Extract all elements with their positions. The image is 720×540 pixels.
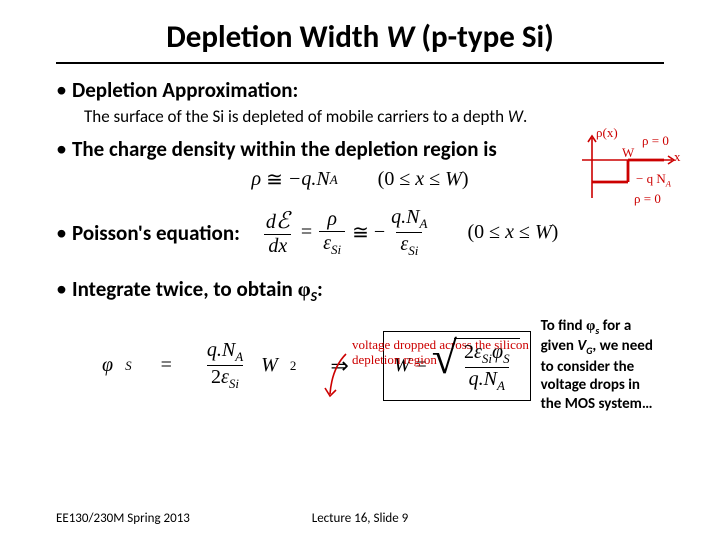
a3: A	[497, 378, 505, 393]
two1: 2	[211, 366, 221, 388]
bullet-dot: •	[56, 277, 72, 301]
qna3: q.N	[469, 368, 497, 390]
range-post: )	[462, 168, 469, 190]
hand-W: W	[622, 146, 634, 161]
title-post: (p-type Si)	[414, 18, 553, 56]
sup2: 2	[290, 358, 297, 374]
dx: dx	[264, 234, 291, 258]
qna-2eps-frac: q.NA 2εSi	[203, 339, 247, 392]
a2: A	[235, 349, 243, 364]
phi1: φ	[102, 354, 113, 377]
cong: ≅	[266, 167, 283, 192]
rho-equation: ρ ≅ −q.NA	[251, 167, 337, 192]
subtext-ital: W	[508, 106, 523, 127]
bullet-dot: •	[56, 137, 72, 161]
qna2: q.N	[207, 339, 235, 361]
sn-sym: φ	[586, 318, 595, 334]
eps4: ε	[474, 341, 482, 363]
rho-range: (0 ≤ x ≤ W)	[378, 168, 469, 191]
range-pre: (0 ≤	[378, 168, 416, 190]
range-mid2: ≤	[514, 221, 535, 243]
rho-num: ρ	[323, 208, 341, 231]
b4-sym: φ	[298, 277, 311, 301]
bullet-3: • Poisson's equation:	[56, 221, 240, 245]
title-pre: Depletion Width	[166, 18, 386, 56]
hand-arrow	[322, 350, 354, 410]
bullet-1-subtext: The surface of the Si is depleted of mob…	[84, 106, 664, 127]
hand-neg-qna-text: − q N	[636, 171, 666, 186]
eps-sub2: Si	[408, 243, 418, 258]
phi2: φ	[492, 341, 503, 363]
rho-sub: A	[330, 172, 338, 188]
cong2: ≅	[352, 220, 369, 245]
range-W2: W	[535, 221, 552, 243]
poisson-range: (0 ≤ x ≤ W)	[467, 221, 558, 244]
slide: Depletion Width W (p-type Si) • Depletio…	[0, 0, 720, 540]
neg1: −	[374, 221, 385, 244]
bullet-4: • Integrate twice, to obtain φS:	[56, 277, 664, 309]
handwritten-diagram: ρ(x) ρ = 0 x W − q NA ρ = 0	[574, 130, 684, 218]
hand-x-axis: x	[674, 150, 681, 165]
slide-title: Depletion Width W (p-type Si)	[56, 18, 664, 64]
subtext-pre: The surface of the Si is depleted of mob…	[84, 106, 508, 127]
rho-lhs: ρ	[251, 168, 261, 191]
eps-sub3: Si	[229, 376, 239, 391]
bullet-dot: •	[56, 221, 72, 245]
hand-neg-qna-sub: A	[666, 179, 671, 189]
bullet-2-text: The charge density within the depletion …	[72, 137, 497, 161]
b4-pre: Integrate twice, to obtain	[72, 276, 298, 302]
rho-equation-row: ρ ≅ −q.NA (0 ≤ x ≤ W)	[56, 167, 664, 192]
footer-left: EE130/230M Spring 2013	[56, 511, 190, 526]
rho-over-eps: ρ εSi	[319, 208, 345, 258]
phis1: S	[125, 358, 132, 374]
eps1: ε	[323, 232, 331, 254]
range-post2: )	[552, 221, 559, 243]
sqrt: √ 2εSiφS q.NA	[432, 338, 520, 394]
eps3: ε	[221, 366, 229, 388]
bullet-4-text: Integrate twice, to obtain φS:	[72, 277, 323, 309]
range-pre2: (0 ≤	[467, 221, 505, 243]
footer-center: Lecture 16, Slide 9	[312, 511, 409, 526]
eps-sub1: Si	[331, 242, 341, 257]
two2: 2	[464, 341, 474, 363]
Wsq: W	[261, 354, 278, 377]
hand-rho-x: ρ(x)	[596, 126, 618, 141]
phis2: S	[503, 351, 510, 366]
poisson-row: • Poisson's equation: dℰ dx = ρ εSi ≅ − …	[56, 206, 664, 259]
hand-neg-qna: − q NA	[636, 172, 671, 189]
sn-pre: To find	[541, 317, 586, 335]
a1: A	[420, 216, 428, 231]
subtext-post: .	[523, 106, 527, 127]
title-italic: W	[386, 18, 414, 56]
bullet-dot: •	[56, 78, 72, 102]
hand-rho0-2: ρ = 0	[634, 192, 661, 207]
footer: EE130/230M Spring 2013 Lecture 16, Slide…	[56, 511, 664, 526]
bullet-2: • The charge density within the depletio…	[56, 137, 664, 161]
final-equation: φS = q.NA 2εSi W2 ⇒ W = √ 2εSiφS q.NA	[102, 331, 531, 401]
b4-post: :	[317, 276, 323, 302]
eq1: =	[301, 221, 312, 244]
qna-over-eps: q.NA εSi	[387, 206, 431, 259]
range-mid: ≤	[424, 168, 445, 190]
rho-rhs: −q.N	[288, 168, 330, 191]
eps-sub4: Si	[482, 351, 492, 366]
range-W: W	[445, 168, 462, 190]
poisson-equation: dℰ dx = ρ εSi ≅ − q.NA εSi	[260, 206, 434, 259]
range-x: x	[415, 168, 424, 190]
eq2: =	[161, 354, 172, 377]
dEdx-frac: dℰ dx	[262, 208, 294, 258]
range-x2: x	[505, 221, 514, 243]
bullet-3-text: Poisson's equation:	[72, 221, 240, 245]
sqrt-frac: 2εSiφS q.NA	[460, 341, 514, 394]
hand-rho0-1: ρ = 0	[642, 134, 669, 149]
qna1: q.N	[391, 206, 419, 228]
bullet-1-text: Depletion Approximation:	[72, 78, 298, 102]
bullet-1: • Depletion Approximation:	[56, 78, 664, 102]
